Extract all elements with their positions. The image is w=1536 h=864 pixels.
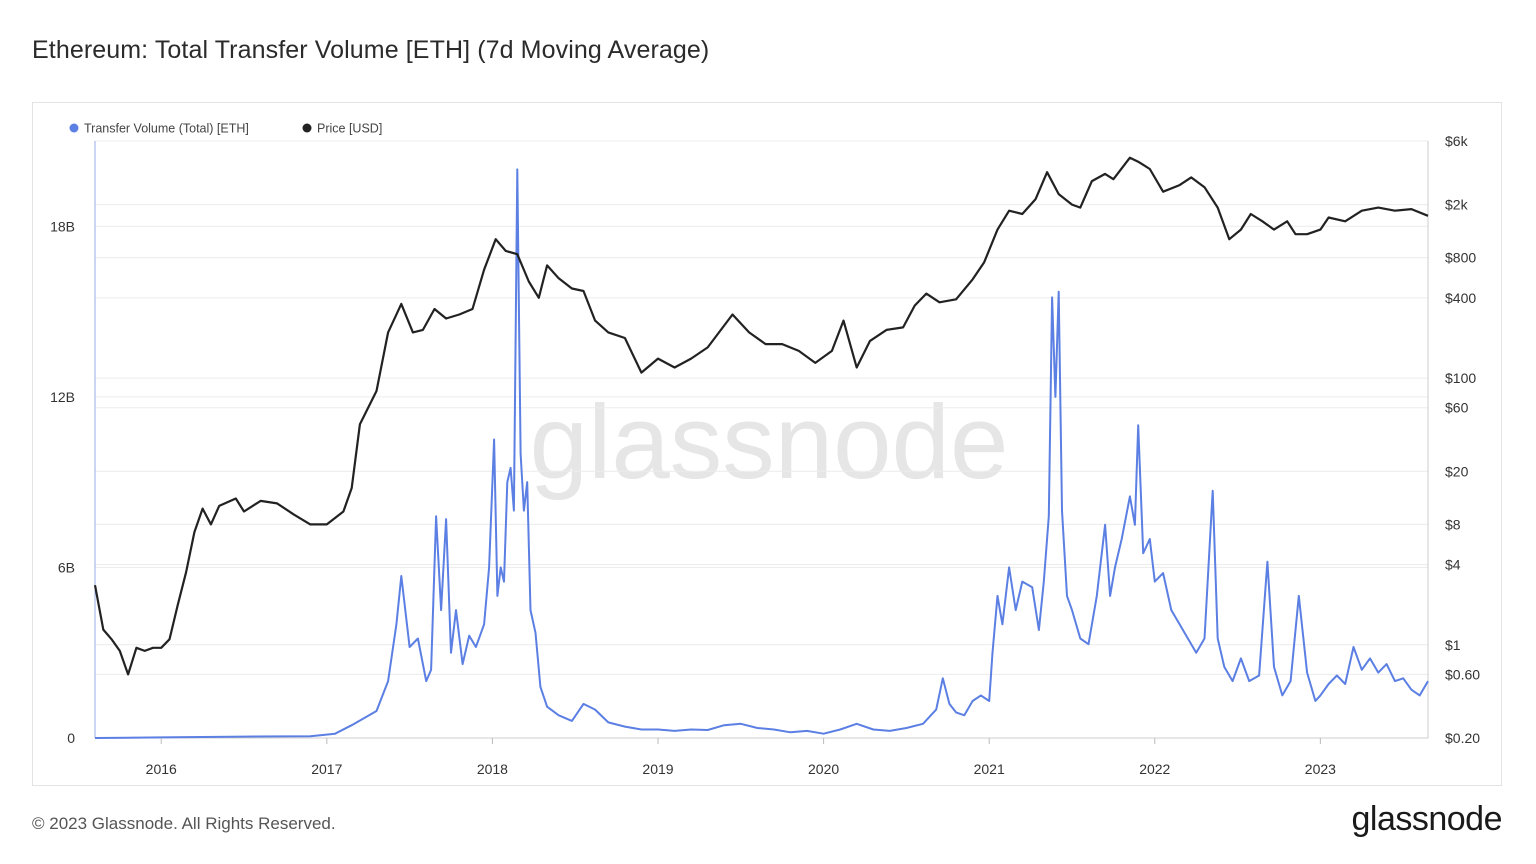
x-tick-label-6: 2022 xyxy=(1139,761,1170,777)
legend-label-price: Price [USD] xyxy=(317,122,382,136)
legend: Transfer Volume (Total) [ETH] Price [USD… xyxy=(69,122,383,136)
x-tick-label-2: 2018 xyxy=(477,761,508,777)
right-tick-label-6: $60 xyxy=(1445,400,1469,416)
series-layer xyxy=(93,156,1429,739)
right-tick-label-11: $6k xyxy=(1445,133,1469,149)
x-tick-label-3: 2019 xyxy=(642,761,673,777)
right-tick-label-5: $20 xyxy=(1445,463,1469,479)
right-tick-label-8: $400 xyxy=(1445,290,1476,306)
legend-label-volume: Transfer Volume (Total) [ETH] xyxy=(84,122,249,136)
right-axis-ticks: $0.20 $0.60 $1 $4 $8 $20 $60 $100 $400 $800 $2k $6k xyxy=(1445,133,1480,746)
chart-frame: glassnode 0 6B 12B 18B $0.20 $0.60 $1 $4 $8 $20 $… xyxy=(32,102,1502,786)
right-tick-label-1: $0.60 xyxy=(1445,666,1480,682)
x-axis-ticks: 2016 2017 2018 2019 2020 2021 2022 2023 xyxy=(146,738,1336,777)
right-tick-label-0: $0.20 xyxy=(1445,730,1480,746)
left-tick-label-0: 0 xyxy=(67,730,75,746)
right-tick-label-2: $1 xyxy=(1445,637,1461,653)
left-axis-ticks: 0 6B 12B 18B xyxy=(50,218,75,746)
series-line-transfer-volume xyxy=(94,168,1429,739)
x-tick-label-4: 2020 xyxy=(808,761,839,777)
glassnode-logo[interactable]: glassnode xyxy=(1351,800,1502,838)
x-tick-label-1: 2017 xyxy=(311,761,342,777)
left-tick-label-3: 18B xyxy=(50,218,75,234)
legend-marker-volume-icon xyxy=(69,123,79,133)
right-tick-label-7: $100 xyxy=(1445,370,1476,386)
watermark: glassnode xyxy=(530,384,1009,501)
x-tick-label-0: 2016 xyxy=(146,761,177,777)
legend-item-volume[interactable]: Transfer Volume (Total) [ETH] xyxy=(69,122,249,136)
left-tick-label-2: 12B xyxy=(50,389,75,405)
series-line-price xyxy=(93,156,1429,676)
right-tick-label-3: $4 xyxy=(1445,557,1461,573)
left-tick-label-1: 6B xyxy=(58,559,75,575)
x-tick-label-7: 2023 xyxy=(1305,761,1336,777)
right-tick-label-9: $800 xyxy=(1445,250,1476,266)
right-tick-label-10: $2k xyxy=(1445,197,1469,213)
right-tick-label-4: $8 xyxy=(1445,516,1461,532)
x-tick-label-5: 2021 xyxy=(974,761,1005,777)
page-title: Ethereum: Total Transfer Volume [ETH] (7… xyxy=(32,36,710,64)
legend-item-price[interactable]: Price [USD] xyxy=(302,122,383,136)
legend-marker-price-icon xyxy=(302,123,312,133)
copyright-notice: © 2023 Glassnode. All Rights Reserved. xyxy=(32,814,336,833)
